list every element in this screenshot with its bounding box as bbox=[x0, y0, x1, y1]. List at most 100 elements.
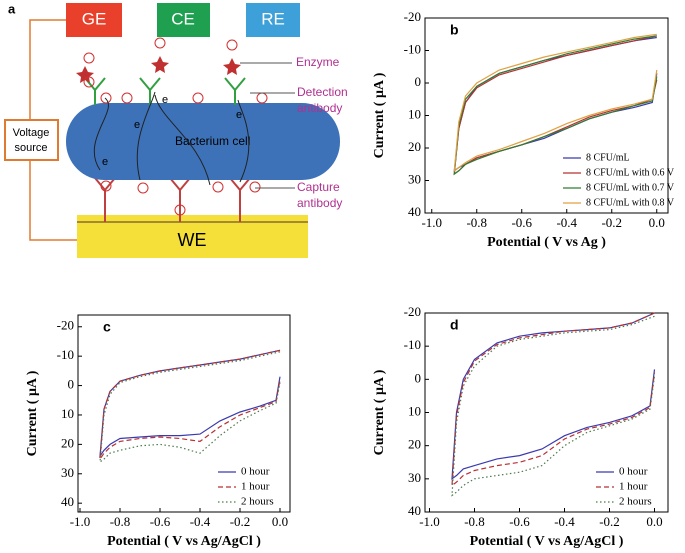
y-tick-label: 0 bbox=[415, 370, 422, 385]
x-tick-label: -0.2 bbox=[601, 215, 622, 230]
y-tick-label: 30 bbox=[61, 465, 74, 480]
wire bbox=[29, 19, 77, 241]
legend-label: 2 hours bbox=[241, 496, 274, 508]
annotation: antibody bbox=[297, 196, 342, 210]
electron-label: e bbox=[134, 119, 140, 131]
pointer bbox=[240, 62, 295, 189]
series-line bbox=[453, 35, 658, 176]
legend-label: 0 hour bbox=[619, 466, 648, 478]
electron-label: e bbox=[236, 109, 242, 121]
capture-antibody bbox=[94, 177, 251, 222]
y-tick-label: -10 bbox=[57, 347, 74, 362]
legend-label: 8 CFU/mL with 0.7 V bbox=[586, 182, 675, 193]
legend-label: 2 hours bbox=[619, 496, 652, 508]
x-tick-label: -0.4 bbox=[190, 514, 211, 529]
y-tick-label: 10 bbox=[408, 106, 421, 121]
x-tick-label: -0.4 bbox=[556, 215, 577, 230]
legend-label: 8 CFU/mL with 0.8 V bbox=[586, 197, 675, 208]
y-tick-label: 20 bbox=[408, 139, 421, 154]
electrode-label: GE bbox=[82, 9, 107, 28]
x-tick-label: 0.0 bbox=[272, 514, 288, 529]
x-axis-label: Potential ( V vs Ag/AgCl ) bbox=[107, 534, 261, 549]
x-tick-label: -0.2 bbox=[599, 514, 620, 529]
voltage-label: source bbox=[14, 142, 47, 154]
annotation: antibody bbox=[297, 101, 342, 115]
series-line bbox=[451, 312, 656, 487]
x-tick-label: -0.4 bbox=[554, 514, 575, 529]
x-tick-label: -1.0 bbox=[419, 514, 440, 529]
electrode-label: RE bbox=[261, 9, 285, 28]
legend-label: 8 CFU/mL bbox=[586, 152, 630, 163]
electrode-label: WE bbox=[178, 230, 207, 250]
electrode-box bbox=[246, 3, 300, 37]
series-line bbox=[99, 349, 281, 462]
x-tick-label: -1.0 bbox=[421, 215, 442, 230]
chart: -1.0 -0.8 -0.6 -0.4 -0.2 0.0 -20 -10 0 10 20 30 40 Po… bbox=[372, 9, 675, 250]
electrode-box bbox=[66, 3, 122, 37]
series-line bbox=[99, 349, 281, 459]
y-tick-label: 0 bbox=[415, 74, 422, 89]
chart: -1.0 -0.8 -0.6 -0.4 -0.2 0.0 -20 -10 0 10 20 30 40 Po… bbox=[372, 304, 669, 549]
y-tick-label: -20 bbox=[404, 9, 421, 24]
legend-label: 1 hour bbox=[619, 481, 648, 493]
plot-frame bbox=[77, 314, 291, 513]
enzyme-icon bbox=[76, 56, 241, 83]
panel-label: d bbox=[450, 317, 459, 333]
series-line bbox=[451, 312, 656, 481]
annotation: Capture bbox=[297, 180, 340, 194]
y-tick-label: 10 bbox=[408, 403, 421, 418]
x-tick-label: 0.0 bbox=[649, 215, 665, 230]
voltage-label: Voltage bbox=[13, 127, 50, 139]
panel-label: b bbox=[450, 22, 459, 38]
y-tick-label: 30 bbox=[408, 171, 421, 186]
x-tick-label: -0.8 bbox=[464, 514, 485, 529]
y-tick-label: -20 bbox=[57, 318, 74, 333]
cell-label: Bacterium cell bbox=[175, 134, 250, 148]
y-tick-label: 30 bbox=[408, 470, 421, 485]
chart: -1.0 -0.8 -0.6 -0.4 -0.2 0.0 -20 -10 0 10 20 30 40 Po… bbox=[25, 314, 291, 549]
y-tick-label: 40 bbox=[61, 494, 74, 509]
x-tick-label: -0.6 bbox=[150, 514, 171, 529]
annotation: Enzyme bbox=[296, 55, 340, 69]
detection-antibody bbox=[84, 77, 246, 105]
annotation: Detection bbox=[297, 85, 348, 99]
electron-label: e bbox=[162, 94, 168, 106]
diagram: a GE CE RE Voltage source WE Bacterium c… bbox=[4, 1, 348, 258]
electron-label: e bbox=[102, 156, 108, 168]
y-axis-label: Current ( μA ) bbox=[372, 72, 387, 158]
y-tick-label: 40 bbox=[408, 503, 421, 518]
x-tick-label: -1.0 bbox=[70, 514, 91, 529]
series-line bbox=[451, 315, 656, 497]
x-tick-label: -0.6 bbox=[511, 215, 532, 230]
y-tick-label: 20 bbox=[61, 435, 74, 450]
bacterium bbox=[66, 103, 340, 180]
x-tick-label: -0.2 bbox=[230, 514, 251, 529]
legend-label: 1 hour bbox=[241, 481, 270, 493]
y-axis-label: Current ( μA ) bbox=[372, 369, 387, 455]
y-tick-label: -10 bbox=[404, 337, 421, 352]
x-axis-label: Potential ( V vs Ag/AgCl ) bbox=[470, 534, 624, 549]
x-tick-label: -0.8 bbox=[466, 215, 487, 230]
electrode-label: CE bbox=[171, 9, 195, 28]
y-tick-label: -20 bbox=[404, 304, 421, 319]
panel-label: c bbox=[103, 319, 111, 335]
y-tick-label: 40 bbox=[408, 204, 421, 219]
legend-label: 0 hour bbox=[241, 466, 270, 478]
y-tick-label: -10 bbox=[404, 41, 421, 56]
series-line bbox=[453, 33, 658, 173]
y-tick-label: 0 bbox=[68, 377, 75, 392]
voltage-box bbox=[4, 119, 59, 161]
x-axis-label: Potential ( V vs Ag ) bbox=[487, 235, 606, 250]
panel-label: a bbox=[8, 1, 16, 16]
legend-label: 8 CFU/mL with 0.6 V bbox=[586, 167, 675, 178]
series-line bbox=[99, 351, 281, 464]
x-tick-label: 0.0 bbox=[646, 514, 662, 529]
electrode-box bbox=[157, 3, 210, 37]
y-axis-label: Current ( μA ) bbox=[25, 370, 40, 456]
y-tick-label: 20 bbox=[408, 437, 421, 452]
x-tick-label: -0.8 bbox=[110, 514, 131, 529]
y-tick-label: 10 bbox=[61, 406, 74, 421]
electron-path bbox=[93, 91, 250, 186]
